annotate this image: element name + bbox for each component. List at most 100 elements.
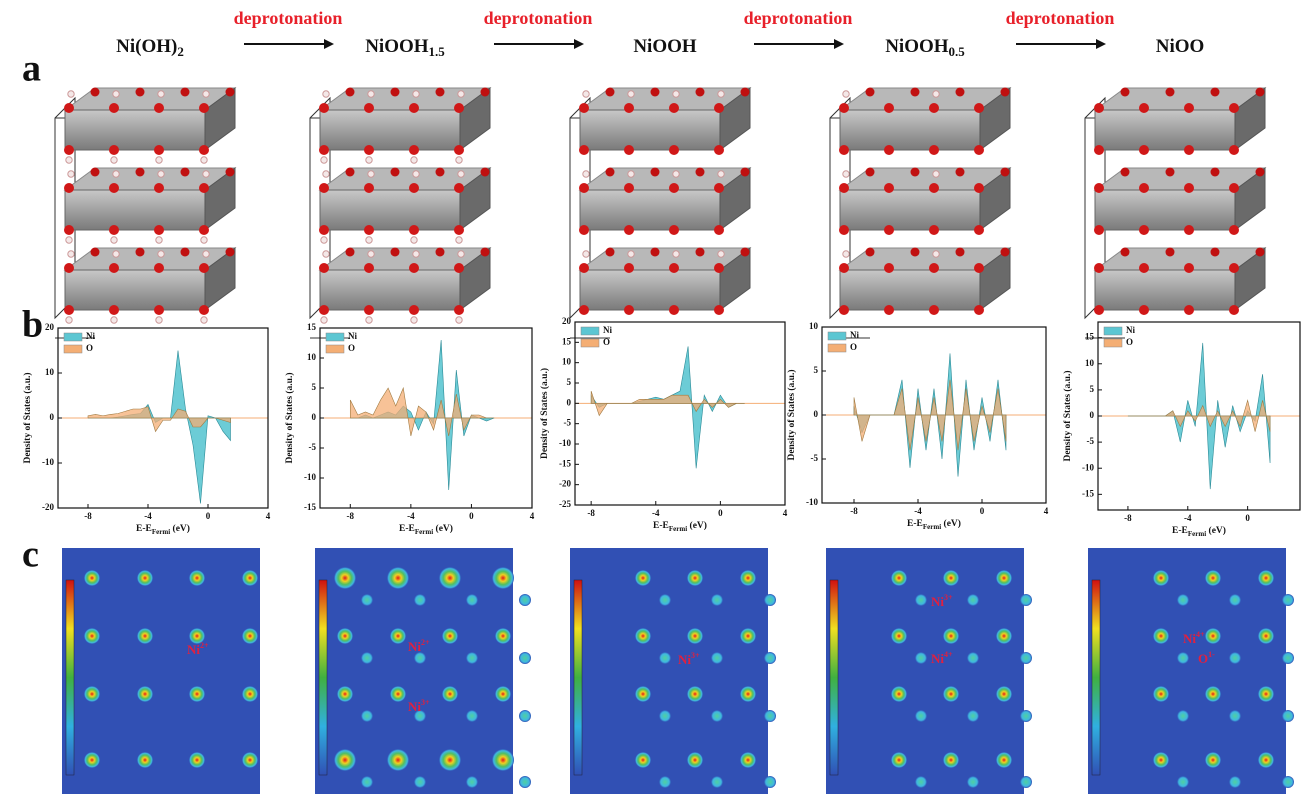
charge-spot-minor xyxy=(1177,776,1189,788)
charge-spot-minor xyxy=(1020,776,1032,788)
oxygen-atom xyxy=(741,88,750,97)
octahedral-layer-front xyxy=(320,110,460,150)
oxygen-atom xyxy=(1184,103,1194,113)
hydrogen-atom xyxy=(411,317,417,323)
oxygen-atom xyxy=(181,88,190,97)
charge-spot xyxy=(442,628,458,644)
oxygen-atom xyxy=(391,168,400,177)
octahedral-layer-front xyxy=(580,110,720,150)
charge-spot-minor xyxy=(466,776,478,788)
charge-spot xyxy=(635,570,651,586)
x-axis-label: E-EFermi (eV) xyxy=(1172,525,1226,537)
legend-swatch xyxy=(828,332,846,340)
charge-spot xyxy=(740,686,756,702)
charge-spot-minor xyxy=(915,594,927,606)
hydrogen-atom xyxy=(368,91,374,97)
oxygen-atom xyxy=(91,168,100,177)
legend-label: O xyxy=(850,342,857,352)
arrow-label: deprotonation xyxy=(234,8,343,28)
y-tick-label: -10 xyxy=(42,457,54,467)
charge-spot-minor xyxy=(915,652,927,664)
oxygen-atom xyxy=(136,248,145,257)
oxygen-atom xyxy=(579,145,589,155)
oxygen-atom xyxy=(741,248,750,257)
oxygen-atom xyxy=(454,305,464,315)
oxygen-atom xyxy=(481,88,490,97)
octahedral-layer-front xyxy=(580,270,720,310)
y-tick-label: -10 xyxy=(559,438,571,448)
hydrogen-atom xyxy=(583,171,589,177)
oxygen-atom xyxy=(109,183,119,193)
x-tick-label: 4 xyxy=(783,508,788,518)
charge-spot-minor xyxy=(1282,776,1294,788)
charge-spot-minor xyxy=(414,594,426,606)
y-tick-label: -25 xyxy=(559,499,571,509)
hydrogen-atom xyxy=(456,237,462,243)
octahedral-layer-front xyxy=(65,190,205,230)
octahedral-layer-front xyxy=(320,190,460,230)
charge-spot xyxy=(635,752,651,768)
arrow-label: deprotonation xyxy=(484,8,593,28)
oxygen-atom xyxy=(64,263,74,273)
oxygen-atom xyxy=(1094,263,1104,273)
x-tick-label: -8 xyxy=(347,511,355,521)
oxygen-atom xyxy=(226,248,235,257)
oxygen-atom xyxy=(454,145,464,155)
charge-spot xyxy=(996,628,1012,644)
charge-spot xyxy=(1258,752,1274,768)
ion-charge: 4+ xyxy=(1196,630,1205,639)
x-label-main: E-E xyxy=(399,524,415,534)
charge-spot-minor xyxy=(466,710,478,722)
x-tick-label: 4 xyxy=(266,511,271,521)
hydrogen-atom xyxy=(583,91,589,97)
oxygen-atom xyxy=(884,145,894,155)
charge-spot xyxy=(390,628,406,644)
oxygen-atom xyxy=(1001,248,1010,257)
oxygen-atom xyxy=(741,168,750,177)
ion-symbol: Ni xyxy=(931,594,944,609)
dos-area xyxy=(350,388,494,436)
charge-spot-minor xyxy=(711,710,723,722)
oxygen-atom xyxy=(669,183,679,193)
charge-spot-minor xyxy=(1177,652,1189,664)
x-label-tail: (eV) xyxy=(1206,525,1226,536)
hydrogen-atom xyxy=(411,237,417,243)
charge-spot-minor xyxy=(1282,652,1294,664)
oxygen-atom xyxy=(199,103,209,113)
oxygen-atom xyxy=(454,103,464,113)
hydrogen-atom xyxy=(673,91,679,97)
oxygen-atom xyxy=(911,168,920,177)
charge-spot xyxy=(740,570,756,586)
oxygen-atom xyxy=(974,103,984,113)
charge-spot-minor xyxy=(711,776,723,788)
y-tick-label: 5 xyxy=(1090,384,1095,394)
ion-charge: 3+ xyxy=(421,698,430,707)
oxygen-atom xyxy=(1184,145,1194,155)
oxygen-atom xyxy=(181,168,190,177)
x-tick-label: 4 xyxy=(1044,506,1049,516)
y-tick-label: 10 xyxy=(562,357,572,367)
oxygen-atom xyxy=(651,248,660,257)
hydrogen-atom xyxy=(111,317,117,323)
oxygen-atom xyxy=(319,305,329,315)
oxygen-atom xyxy=(346,168,355,177)
hydrogen-atom xyxy=(113,91,119,97)
hydrogen-atom xyxy=(111,157,117,163)
oxygen-atom xyxy=(669,263,679,273)
oxygen-atom xyxy=(956,248,965,257)
oxygen-atom xyxy=(866,88,875,97)
charge-spot xyxy=(943,628,959,644)
hydrogen-atom xyxy=(456,317,462,323)
oxygen-atom xyxy=(884,225,894,235)
hydrogen-atom xyxy=(323,251,329,257)
oxygen-atom xyxy=(109,225,119,235)
charge-spot-minor xyxy=(1229,652,1241,664)
y-axis-label: Density of States (a.u.) xyxy=(22,372,33,463)
oxygen-atom xyxy=(1229,183,1239,193)
hydrogen-atom xyxy=(366,317,372,323)
oxygen-atom xyxy=(91,248,100,257)
x-label-main: E-E xyxy=(1172,526,1188,536)
hydrogen-atom xyxy=(68,91,74,97)
x-label-tail: (eV) xyxy=(687,520,707,531)
oxygen-atom xyxy=(929,145,939,155)
